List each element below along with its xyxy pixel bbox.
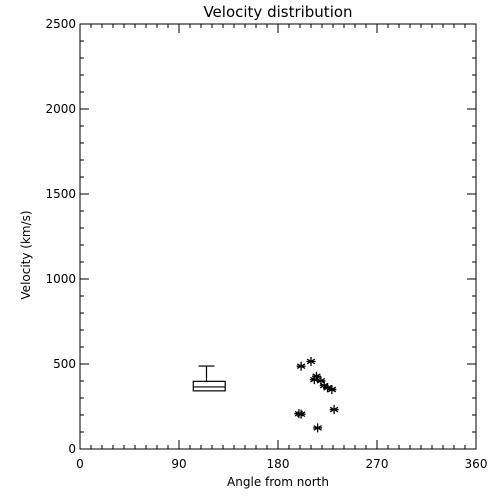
data-point	[296, 361, 306, 371]
data-points	[294, 356, 339, 433]
y-tick-label: 2500	[45, 17, 76, 31]
data-point	[313, 423, 323, 433]
plot-frame	[79, 23, 477, 450]
x-tick-label: 270	[366, 457, 389, 471]
x-axis-label: Angle from north	[227, 475, 329, 489]
x-tick-label: 90	[171, 457, 186, 471]
data-point	[296, 409, 306, 419]
tick-labels: 0 90 180 270 360 0 500 1000 1500 2000 2500	[45, 17, 487, 471]
data-point	[312, 371, 321, 381]
chart-title: Velocity distribution	[203, 3, 352, 21]
y-tick-label: 0	[68, 442, 76, 456]
box-plot	[192, 365, 226, 392]
data-point	[323, 383, 332, 393]
y-tick-label: 500	[53, 357, 76, 371]
x-tick-label: 180	[267, 457, 290, 471]
y-tick-label: 1500	[45, 187, 76, 201]
x-tick-label: 0	[76, 457, 84, 471]
x-tick-label: 360	[465, 457, 488, 471]
data-point	[327, 385, 337, 394]
y-tick-label: 2000	[45, 102, 76, 116]
y-tick-label: 1000	[45, 272, 76, 286]
y-axis-label: Velocity (km/s)	[19, 210, 33, 299]
data-point	[306, 356, 316, 366]
data-point	[329, 405, 339, 415]
box-body	[192, 380, 226, 392]
axis-ticks	[79, 23, 477, 450]
